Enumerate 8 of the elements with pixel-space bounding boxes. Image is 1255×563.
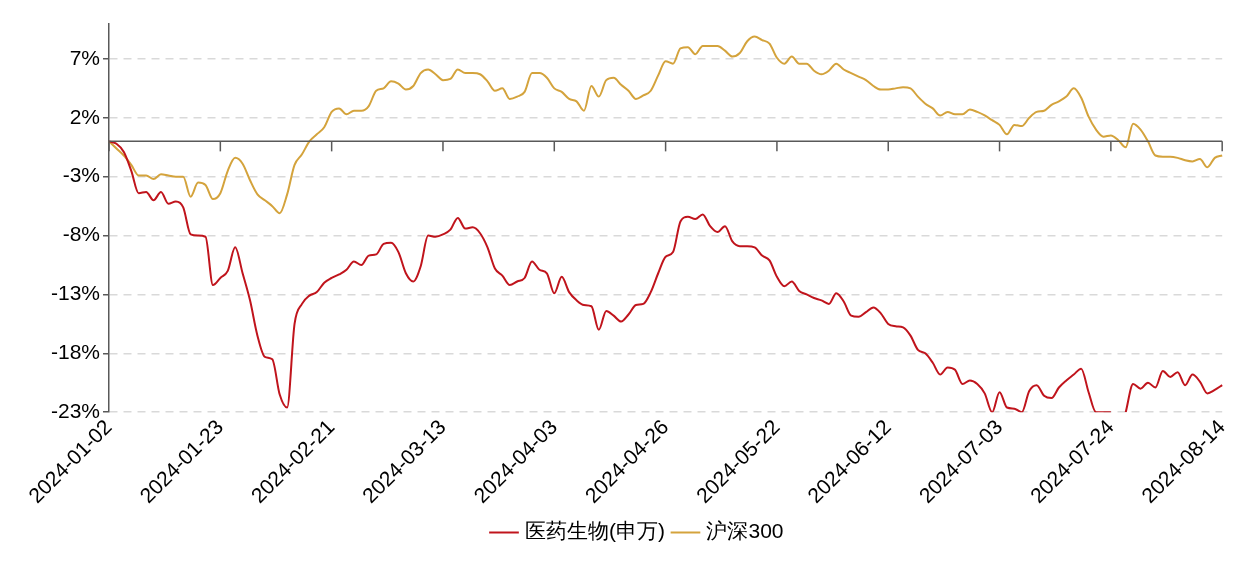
legend-label: 沪深300 xyxy=(706,519,784,543)
y-tick-label: -8% xyxy=(62,222,101,246)
legend-label: 医药生物(申万) xyxy=(524,519,665,543)
y-tick-label: 2% xyxy=(69,104,101,128)
y-tick-label: -3% xyxy=(62,163,101,187)
y-tick-label: -18% xyxy=(50,340,101,364)
y-tick-label: 7% xyxy=(69,45,101,69)
y-tick-label: -13% xyxy=(50,281,101,305)
